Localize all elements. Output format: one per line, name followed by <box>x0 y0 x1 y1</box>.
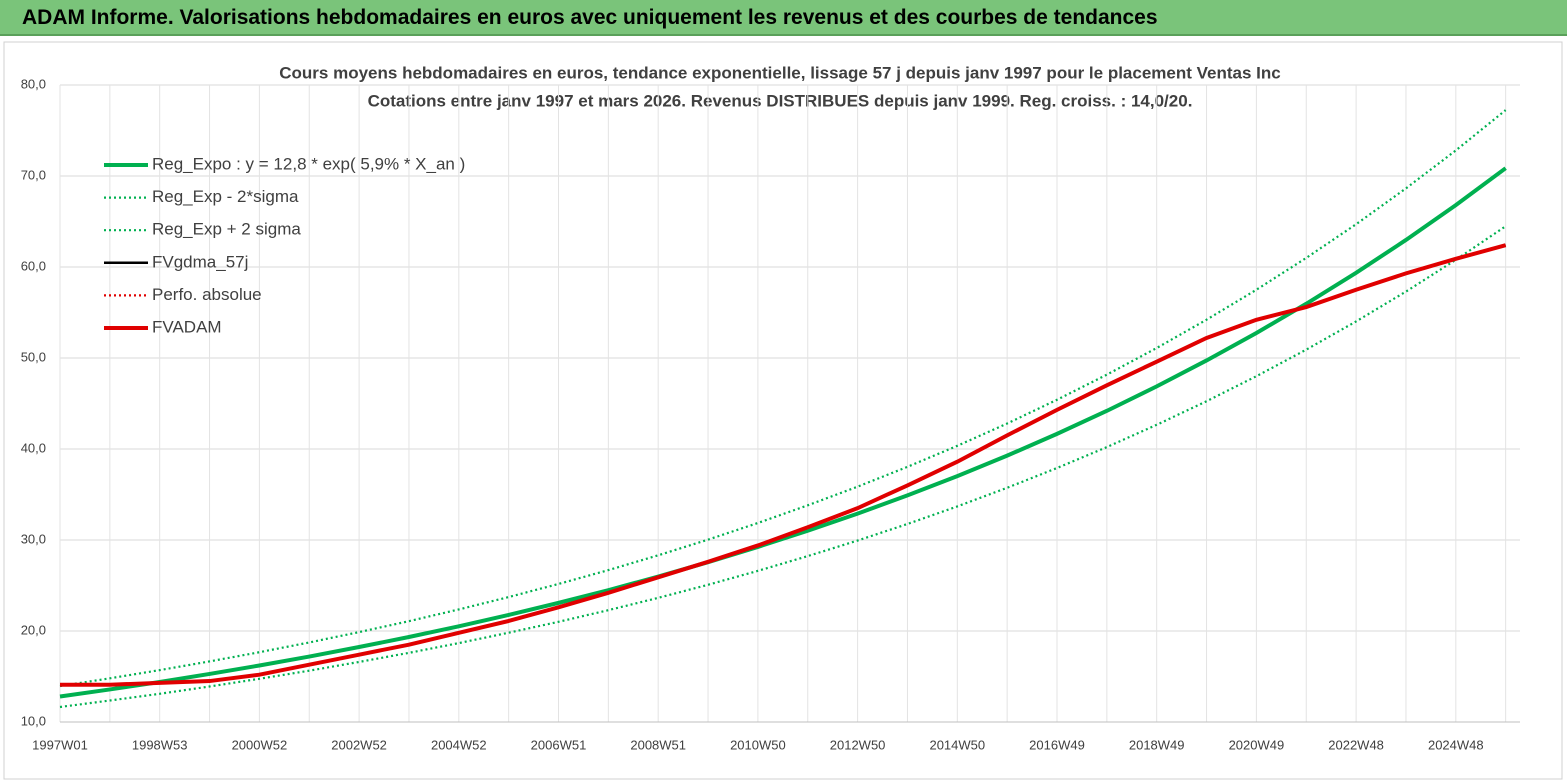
x-tick-label: 2010W50 <box>730 737 786 752</box>
y-tick-label: 60,0 <box>21 258 46 273</box>
series-line <box>59 225 1507 709</box>
y-tick-label: 40,0 <box>21 440 46 455</box>
legend-label: Perfo. absolue <box>152 285 262 304</box>
chart-subtitle: Cotations entre janv 1997 et mars 2026. … <box>368 91 1193 110</box>
x-tick-label: 2016W49 <box>1029 737 1085 752</box>
x-tick-label: 2002W52 <box>331 737 387 752</box>
x-tick-label: 2014W50 <box>929 737 985 752</box>
chart: Cours moyens hebdomadaires en euros, ten… <box>3 41 1563 780</box>
x-tick-label: 2022W48 <box>1328 737 1384 752</box>
x-tick-label: 2020W49 <box>1229 737 1285 752</box>
x-tick-label: 2018W49 <box>1129 737 1185 752</box>
series-line <box>59 166 1507 699</box>
header: ADAM Informe. Valorisations hebdomadaire… <box>0 0 1567 36</box>
x-tick-label: 2008W51 <box>630 737 686 752</box>
x-tick-label: 2000W52 <box>232 737 288 752</box>
legend-label: Reg_Exp + 2 sigma <box>152 220 301 239</box>
legend-label: Reg_Exp - 2*sigma <box>152 187 299 206</box>
y-tick-label: 70,0 <box>21 167 46 182</box>
chart-border <box>3 41 1563 780</box>
series-line <box>60 243 1507 687</box>
legend-label: Reg_Expo : y = 12,8 * exp( 5,9% * X_an ) <box>152 154 465 173</box>
x-tick-label: 2006W51 <box>531 737 587 752</box>
y-tick-label: 80,0 <box>21 76 46 91</box>
y-tick-label: 30,0 <box>21 531 46 546</box>
y-tick-label: 10,0 <box>21 713 46 728</box>
x-tick-label: 2012W50 <box>830 737 886 752</box>
x-tick-label: 2004W52 <box>431 737 487 752</box>
x-tick-label: 2024W48 <box>1428 737 1484 752</box>
x-tick-label: 1998W53 <box>132 737 188 752</box>
chart-title: Cours moyens hebdomadaires en euros, ten… <box>279 63 1280 82</box>
legend-label: FVADAM <box>152 317 222 336</box>
x-tick-label: 1997W01 <box>32 737 88 752</box>
y-tick-label: 20,0 <box>21 622 46 637</box>
legend-label: FVgdma_57j <box>152 252 248 271</box>
header-title: ADAM Informe. Valorisations hebdomadaire… <box>22 6 1158 29</box>
y-tick-label: 50,0 <box>21 349 46 364</box>
